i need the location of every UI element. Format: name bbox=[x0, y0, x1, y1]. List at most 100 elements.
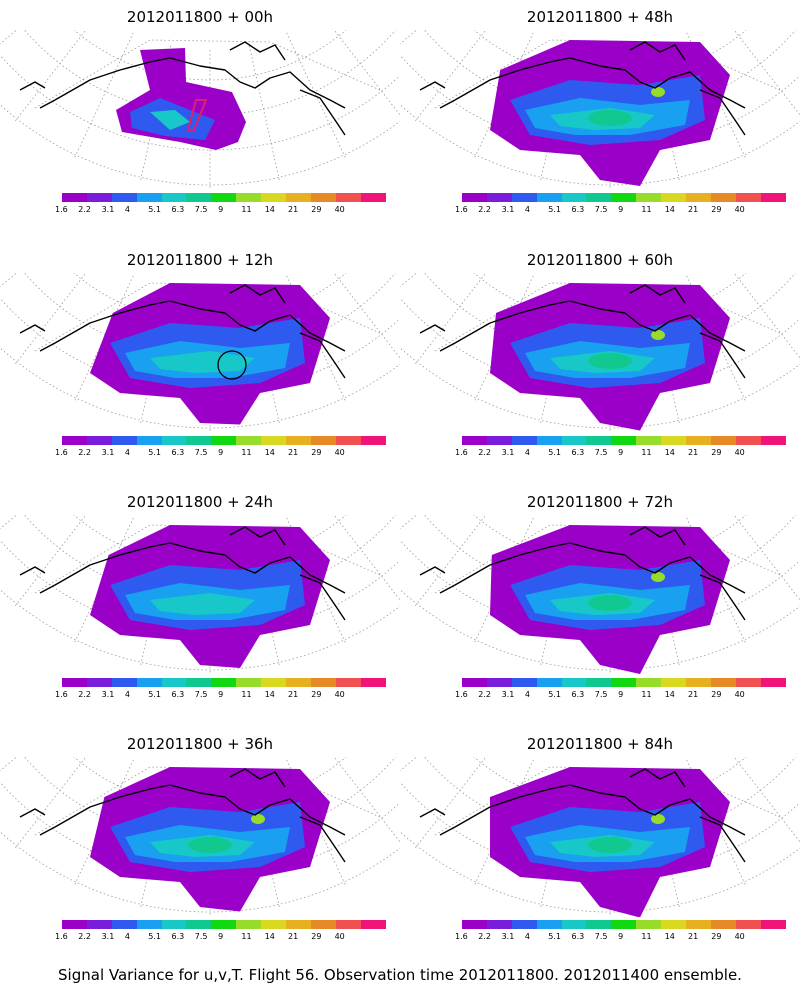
colorbar-label: 5.1 bbox=[548, 932, 561, 941]
colorbar-label: 7.5 bbox=[594, 205, 608, 214]
colorbar-cell bbox=[111, 193, 137, 202]
colorbar-cell bbox=[586, 920, 612, 929]
map-panel: 2012011800 + 60h 1.6 2.2 3.1 4 5.1 6.3 7.5 9 11 14… bbox=[400, 243, 800, 486]
colorbar-cell bbox=[62, 193, 87, 202]
polar-map bbox=[0, 273, 400, 431]
colorbar-cell bbox=[186, 678, 212, 687]
colorbar-label: 6.3 bbox=[571, 932, 585, 941]
colorbar-cell bbox=[211, 678, 237, 687]
colorbar-cell bbox=[236, 920, 262, 929]
polar-map bbox=[0, 30, 400, 188]
colorbar-label: 6.3 bbox=[571, 690, 585, 699]
colorbar-cell bbox=[511, 920, 537, 929]
colorbar-label: 1.6 bbox=[55, 448, 68, 457]
colorbar-label: 5.1 bbox=[148, 690, 161, 699]
colorbar-cell bbox=[211, 193, 237, 202]
variance-field bbox=[90, 283, 330, 425]
colorbar-label: 11 bbox=[641, 448, 652, 457]
colorbar-label: 7.5 bbox=[594, 448, 608, 457]
colorbar-label: 29 bbox=[711, 690, 722, 699]
map-panel: 2012011800 + 72h 1.6 2.2 3.1 4 5.1 6.3 7.5 9 11 14… bbox=[400, 485, 800, 728]
colorbar-label: 2.2 bbox=[478, 932, 492, 941]
panel-title: 2012011800 + 36h bbox=[126, 735, 274, 753]
colorbar-labels: 1.6 2.2 3.1 4 5.1 6.3 7.5 9 11 14 21 29 40 bbox=[455, 448, 775, 460]
colorbar-cell bbox=[286, 193, 311, 202]
colorbar-label: 40 bbox=[734, 448, 745, 457]
colorbar-cell bbox=[286, 436, 311, 445]
colorbar-label: 4 bbox=[124, 932, 130, 941]
colorbar-cell bbox=[735, 436, 761, 445]
variance-field bbox=[90, 767, 330, 912]
colorbar-label: 3.1 bbox=[501, 205, 515, 214]
panel-title: 2012011800 + 48h bbox=[526, 8, 674, 26]
colorbar-cell bbox=[710, 193, 736, 202]
colorbar-label: 7.5 bbox=[194, 690, 208, 699]
colorbar-label: 3.1 bbox=[101, 690, 115, 699]
colorbar-label: 3.1 bbox=[501, 690, 515, 699]
colorbar-label: 1.6 bbox=[455, 205, 468, 214]
colorbar-cell bbox=[236, 193, 262, 202]
colorbar-cell bbox=[561, 920, 587, 929]
colorbar-label: 9 bbox=[218, 205, 224, 214]
panel-title: 2012011800 + 24h bbox=[126, 493, 274, 511]
colorbar-label: 14 bbox=[664, 205, 675, 214]
colorbar-label: 40 bbox=[334, 932, 345, 941]
colorbar-cell bbox=[261, 193, 287, 202]
colorbar-cell bbox=[661, 193, 687, 202]
colorbar-cell bbox=[310, 920, 336, 929]
colorbar-label: 29 bbox=[711, 932, 722, 941]
colorbar-cell bbox=[686, 436, 711, 445]
colorbar-cell bbox=[511, 193, 537, 202]
colorbar-label: 5.1 bbox=[148, 448, 161, 457]
colorbar-cell bbox=[561, 436, 587, 445]
colorbar-cell bbox=[760, 678, 786, 687]
colorbar-label: 29 bbox=[711, 205, 722, 214]
colorbar bbox=[462, 436, 786, 445]
colorbar-labels: 1.6 2.2 3.1 4 5.1 6.3 7.5 9 11 14 21 29 40 bbox=[455, 205, 775, 217]
polar-map bbox=[400, 757, 800, 917]
colorbar-cell bbox=[661, 436, 687, 445]
coastline bbox=[419, 284, 746, 379]
colorbar-cell bbox=[686, 193, 711, 202]
polar-map bbox=[400, 273, 800, 431]
colorbar-cell bbox=[586, 436, 612, 445]
colorbar-label: 21 bbox=[288, 448, 299, 457]
colorbar-label: 2.2 bbox=[478, 205, 492, 214]
colorbar-label: 29 bbox=[311, 932, 322, 941]
colorbar-label: 21 bbox=[288, 205, 299, 214]
colorbar-label: 29 bbox=[311, 690, 322, 699]
colorbar-label: 7.5 bbox=[194, 448, 208, 457]
colorbar-labels: 1.6 2.2 3.1 4 5.1 6.3 7.5 9 11 14 21 29 40 bbox=[55, 932, 375, 944]
colorbar-cell bbox=[360, 193, 386, 202]
colorbar-label: 2.2 bbox=[78, 690, 92, 699]
panel-title: 2012011800 + 60h bbox=[526, 251, 674, 269]
colorbar bbox=[462, 678, 786, 687]
colorbar-label: 9 bbox=[218, 932, 224, 941]
panel-title: 2012011800 + 12h bbox=[126, 251, 274, 269]
colorbar-label: 7.5 bbox=[194, 932, 208, 941]
colorbar-label: 4 bbox=[524, 448, 530, 457]
colorbar-label: 6.3 bbox=[171, 690, 185, 699]
colorbar-cell bbox=[636, 678, 662, 687]
colorbar-cell bbox=[760, 436, 786, 445]
colorbar-cell bbox=[462, 920, 487, 929]
colorbar-cell bbox=[62, 678, 87, 687]
colorbar-label: 9 bbox=[618, 690, 624, 699]
colorbar-cell bbox=[511, 678, 537, 687]
polar-map bbox=[400, 30, 800, 188]
colorbar-label: 4 bbox=[524, 690, 530, 699]
colorbar bbox=[462, 920, 786, 929]
variance-field bbox=[490, 283, 730, 431]
colorbar-cell bbox=[536, 678, 562, 687]
colorbar-label: 2.2 bbox=[78, 448, 92, 457]
colorbar-cell bbox=[611, 193, 637, 202]
colorbar-label: 2.2 bbox=[478, 690, 492, 699]
colorbar-label: 40 bbox=[734, 932, 745, 941]
colorbar-label: 2.2 bbox=[478, 448, 492, 457]
colorbar-cell bbox=[310, 193, 336, 202]
colorbar-cell bbox=[561, 193, 587, 202]
colorbar-label: 1.6 bbox=[455, 448, 468, 457]
map-panel: 2012011800 + 36h 1.6 2.2 3.1 4 5.1 6.3 7.5 9 11 14… bbox=[0, 727, 400, 970]
colorbar-cell bbox=[486, 678, 512, 687]
colorbar-cell bbox=[211, 436, 237, 445]
